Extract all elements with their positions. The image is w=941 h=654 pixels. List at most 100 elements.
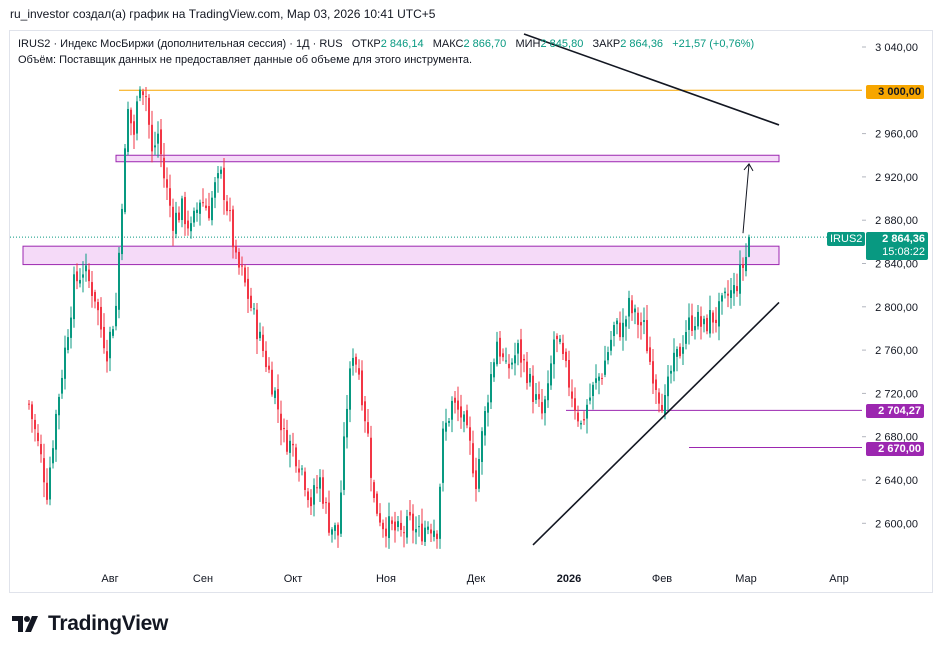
- candle-body: [358, 368, 360, 375]
- candle-body: [145, 96, 147, 98]
- candle-body: [322, 477, 324, 504]
- candle-body: [307, 491, 309, 501]
- candle-body: [622, 322, 624, 338]
- x-tick-label: Дек: [467, 573, 486, 585]
- level-layer: [10, 89, 862, 449]
- candle-body: [469, 427, 471, 441]
- candle-body: [175, 212, 177, 234]
- candle-body: [484, 411, 486, 436]
- legend-symbol-row: IRUS2 · Индекс МосБиржи (дополнительная …: [18, 36, 754, 52]
- candle-body: [730, 290, 732, 298]
- trend-layer: [523, 33, 780, 546]
- legend-high-label: МАКС: [432, 38, 464, 50]
- candle-body: [367, 422, 369, 434]
- candle-body: [742, 264, 744, 268]
- candle-body: [112, 329, 114, 336]
- candle-body: [640, 322, 642, 326]
- candle-body: [478, 459, 480, 489]
- legend-open-label: ОТКР: [351, 38, 381, 50]
- candle-body: [727, 293, 729, 296]
- candle-body: [235, 246, 237, 253]
- candle-body: [151, 124, 153, 152]
- candle-body: [256, 309, 258, 340]
- tradingview-logo[interactable]: TradingView: [12, 612, 168, 636]
- candle-body: [283, 428, 285, 430]
- candle-body: [196, 209, 198, 213]
- y-tick-label: 2 840,00: [875, 259, 918, 271]
- candle-body: [505, 360, 507, 362]
- candle-body: [562, 342, 564, 354]
- candle-body: [442, 428, 444, 483]
- candle-body: [160, 129, 162, 155]
- candle-body: [520, 339, 522, 363]
- candle-body: [589, 397, 591, 401]
- candle-body: [436, 533, 438, 539]
- x-tick-label: 2026: [557, 573, 581, 585]
- candle-body: [181, 198, 183, 220]
- candle-body: [121, 208, 123, 255]
- candle-body: [574, 398, 576, 411]
- candle-body: [115, 305, 117, 327]
- candle-body: [325, 502, 327, 504]
- candle-body: [334, 525, 336, 531]
- candle-body: [49, 467, 51, 500]
- candle-body: [649, 347, 651, 362]
- candle-body: [688, 317, 690, 330]
- candle-body: [238, 251, 240, 268]
- tradingview-logo-text: TradingView: [48, 612, 169, 635]
- candle-body: [109, 331, 111, 359]
- candle-body: [631, 300, 633, 314]
- candle-body: [139, 89, 141, 99]
- candle-body: [451, 400, 453, 420]
- candle-body: [523, 358, 525, 361]
- candle-body: [448, 421, 450, 423]
- x-tick-label: Ноя: [376, 573, 396, 585]
- legend-low-value: 2 845,80: [540, 38, 584, 50]
- candle-body: [316, 487, 318, 489]
- candle-body: [556, 335, 558, 340]
- candle-body: [499, 337, 501, 357]
- candle-body: [376, 493, 378, 514]
- candle-body: [481, 431, 483, 462]
- candle-body: [127, 108, 129, 152]
- candle-body: [340, 492, 342, 534]
- y-tick-label: 2 760,00: [875, 345, 918, 357]
- candle-body: [454, 397, 456, 403]
- x-tick-label: Авг: [101, 573, 118, 585]
- candle-body: [559, 338, 561, 342]
- resistance-zone: [22, 245, 780, 266]
- candle-body: [154, 145, 156, 148]
- candle-body: [172, 206, 174, 231]
- candle-body: [217, 173, 219, 179]
- y-tick-label: 2 720,00: [875, 388, 918, 400]
- candle-body: [433, 530, 435, 537]
- candle-body: [262, 334, 264, 351]
- candle-body: [607, 352, 609, 361]
- candle-body: [310, 497, 312, 507]
- candle-body: [94, 292, 96, 302]
- candle-body: [634, 308, 636, 313]
- candle-body: [187, 220, 189, 229]
- candle-body: [652, 361, 654, 384]
- candle-body: [280, 413, 282, 431]
- candle-body: [103, 326, 105, 349]
- legend-low-label: МИН: [515, 38, 541, 50]
- candle-body: [37, 432, 39, 442]
- candle-body: [163, 157, 165, 179]
- candle-body: [694, 326, 696, 331]
- candle-body: [46, 482, 48, 500]
- candle-body: [298, 468, 300, 473]
- candle-body: [490, 374, 492, 403]
- y-tick-label: 3 040,00: [875, 42, 918, 54]
- axis-layer: 3 040,00 2 960,00 2 920,00 2 880,00 2 840,00…: [101, 42, 918, 585]
- candle-body: [601, 377, 603, 379]
- candle-body: [406, 516, 408, 538]
- candle-body: [565, 351, 567, 362]
- candle-body: [427, 526, 429, 530]
- candle-body: [157, 133, 159, 144]
- candle-body: [718, 301, 720, 327]
- candle-body: [133, 121, 135, 135]
- candle-body: [328, 502, 330, 533]
- candle-body: [295, 447, 297, 467]
